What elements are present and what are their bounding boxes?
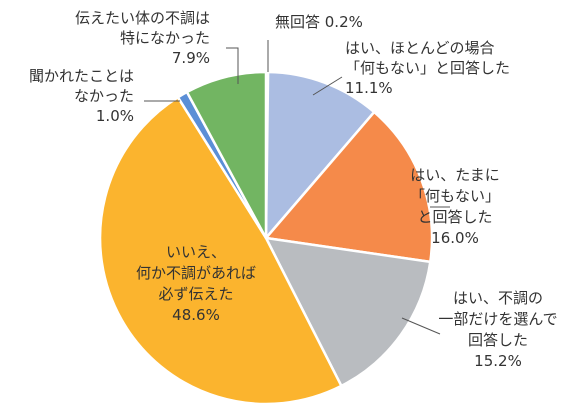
slice-label-line: 一部だけを選んで	[438, 310, 557, 328]
slice-label-line: はい、たまに	[410, 166, 500, 184]
slice-label-line: はい、ほとんどの場合	[345, 39, 495, 57]
slice-label-line: 何か不調があれば	[136, 264, 256, 282]
slice-label-line: いいえ、	[166, 243, 226, 261]
slice-label-line: はい、不調の	[453, 289, 543, 307]
pie-slices	[98, 70, 434, 406]
slice-label-6: 伝えたい体の不調は特になかった 7.9%	[75, 9, 210, 67]
slice-label-line: 特になかった	[120, 29, 210, 47]
slice-label-line: 16.0%	[431, 229, 479, 247]
slice-label-5: 聞かれたことはなかった 1.0%	[29, 67, 134, 125]
pie-slice-1	[264, 70, 376, 240]
slice-label-line: 聞かれたことは	[29, 67, 134, 85]
slice-label-line: 48.6%	[172, 306, 220, 324]
slice-label-line: 1.0%	[96, 107, 134, 125]
pie-slice-4	[98, 96, 343, 406]
slice-label-line: 伝えたい体の不調は	[75, 9, 210, 27]
slice-label-line: なかった	[74, 87, 134, 105]
slice-label-line: 「何もない」と回答した	[345, 59, 510, 77]
slice-label-line: 「何もない」	[410, 187, 500, 205]
leader-line-3	[401, 317, 441, 335]
pie-slice-2	[264, 110, 434, 264]
slice-label-line: 7.9%	[172, 49, 210, 67]
slice-label-2: はい、たまに「何もない」と回答した 16.0%	[410, 166, 500, 247]
slice-label-4: いいえ、何か不調があれば必ず伝えた 48.6%	[136, 243, 256, 324]
slice-label-0: 無回答 0.2%	[275, 13, 363, 31]
pie-labels: 無回答 0.2%はい、ほとんどの場合「何もない」と回答した 11.1%はい、たまに…	[29, 9, 558, 370]
pie-slice-3	[264, 236, 432, 388]
leader-line-6	[226, 47, 239, 84]
slice-label-3: はい、不調の一部だけを選んで回答した 15.2%	[438, 289, 557, 370]
leader-line-1	[312, 76, 343, 96]
pie-slice-6	[185, 70, 268, 240]
slice-label-line: 11.1%	[345, 79, 393, 97]
slice-label-line: 回答した	[468, 331, 528, 349]
slice-label-line: 無回答 0.2%	[275, 13, 363, 31]
slice-label-line: 必ず伝えた	[158, 285, 233, 303]
slice-label-line: 15.2%	[474, 352, 522, 370]
slice-label-line: と回答した	[417, 208, 492, 226]
slice-label-1: はい、ほとんどの場合「何もない」と回答した 11.1%	[345, 39, 510, 97]
